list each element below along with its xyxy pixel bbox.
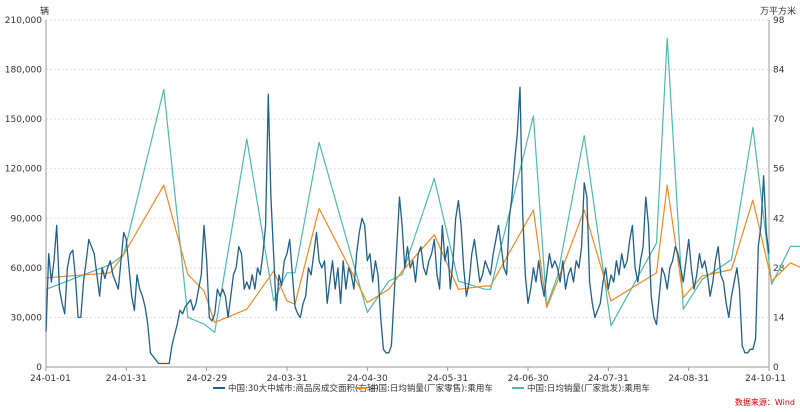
source-note: 数据来源：Wind	[735, 397, 795, 407]
x-tick-label: 24-05-31	[427, 374, 468, 384]
y-right-tick-label: 70	[773, 115, 785, 125]
y-right-tick-label: 98	[773, 16, 785, 26]
y-left-tick-label: 60,000	[11, 264, 43, 274]
legend-label-area: 中国:30大中城市:商品房成交面积(右轴)	[228, 383, 379, 394]
legend-item-retail[interactable]: 中国:日均销量(厂家零售):乘用车	[355, 383, 493, 394]
y-right-tick-label: 14	[773, 313, 785, 323]
x-tick-label: 24-07-31	[588, 374, 629, 384]
y-right-tick-label: 56	[773, 165, 785, 175]
x-tick-label: 24-10-11	[745, 374, 786, 384]
x-tick-label: 24-01-31	[106, 374, 147, 384]
x-tick-label: 24-04-30	[347, 374, 388, 384]
y-left-tick-label: 120,000	[5, 165, 42, 175]
right-axis-unit: 万平方米	[760, 5, 796, 17]
legend-label-retail: 中国:日均销量(厂家零售):乘用车	[370, 383, 493, 394]
y-right-tick-label: 0	[773, 363, 779, 373]
x-tick-label: 24-08-31	[668, 374, 709, 384]
x-tick-label: 24-01-01	[30, 374, 71, 384]
y-left-tick-label: 90,000	[11, 214, 43, 224]
x-tick-label: 24-06-30	[508, 374, 549, 384]
legend-item-wholesale[interactable]: 中国:日均销量(厂家批发):乘用车	[512, 383, 650, 394]
series-line-commercial-housing-area	[45, 86, 770, 365]
y-left-tick-label: 30,000	[11, 313, 43, 323]
series-layer	[45, 37, 800, 365]
y-left-tick-label: 150,000	[5, 115, 42, 125]
y-left-tick-label: 0	[36, 363, 42, 373]
y-right-tick-label: 42	[773, 214, 784, 224]
left-axis-unit: 辆	[40, 5, 49, 17]
x-tick-label: 24-02-29	[186, 374, 227, 384]
y-left-tick-label: 180,000	[5, 66, 42, 76]
x-tick-label: 24-03-31	[267, 374, 308, 384]
legend-label-wholesale: 中国:日均销量(厂家批发):乘用车	[527, 383, 650, 394]
legend-item-area[interactable]: 中国:30大中城市:商品房成交面积(右轴)	[213, 383, 379, 394]
legend: 中国:30大中城市:商品房成交面积(右轴) 中国:日均销量(厂家零售):乘用车 …	[213, 383, 650, 394]
y-left-tick-label: 210,000	[5, 16, 42, 26]
series-line-daily-wholesale-sales	[45, 37, 800, 333]
y-right-tick-label: 84	[773, 66, 785, 76]
